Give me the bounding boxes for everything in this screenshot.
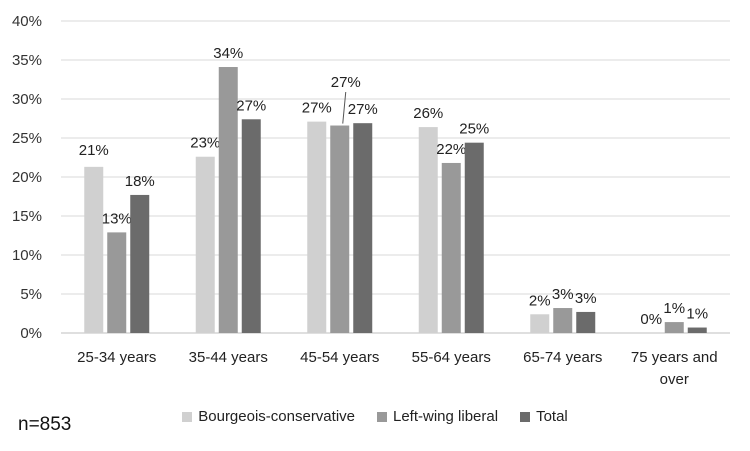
- bar-total-25-34-years: [130, 194, 150, 333]
- y-tick-label: 0%: [20, 325, 42, 342]
- data-label: 27%: [302, 100, 332, 117]
- data-label: 27%: [236, 97, 266, 114]
- data-label: 21%: [79, 142, 109, 159]
- bar-left-wing-liberal-65-74-years: [553, 308, 573, 333]
- bar-bourgeois-conservative-35-44-years: [195, 156, 215, 333]
- y-tick-label: 20%: [12, 169, 42, 186]
- x-tick-label: 35-44 years: [189, 349, 268, 366]
- legend-label-left-wing-liberal: Left-wing liberal: [393, 408, 499, 425]
- bar-bourgeois-conservative-25-34-years: [84, 166, 104, 333]
- legend-item-bourgeois-conservative: Bourgeois-conservative: [182, 408, 355, 425]
- bar-left-wing-liberal-45-54-years: [330, 125, 350, 334]
- y-tick-label: 25%: [12, 130, 42, 147]
- data-label: 22%: [436, 141, 466, 158]
- x-tick-label: 25-34 years: [77, 349, 156, 366]
- data-label: 34%: [213, 45, 243, 62]
- x-tick-label: 75 years and: [631, 349, 718, 366]
- y-tick-label: 40%: [12, 13, 42, 30]
- legend: Bourgeois-conservative Left-wing liberal…: [0, 408, 750, 425]
- legend-swatch-total: [520, 411, 531, 422]
- data-label-leader-line: [342, 91, 347, 124]
- y-tick-label: 15%: [12, 208, 42, 225]
- legend-label-bourgeois-conservative: Bourgeois-conservative: [198, 408, 355, 425]
- sample-size-note: n=853: [18, 414, 72, 435]
- y-tick-label: 30%: [12, 91, 42, 108]
- bar-total-45-54-years: [353, 123, 373, 334]
- bar-bourgeois-conservative-55-64-years: [418, 127, 438, 333]
- bar-total-55-64-years: [464, 142, 484, 333]
- legend-item-left-wing-liberal: Left-wing liberal: [377, 408, 498, 425]
- data-label: 27%: [331, 74, 361, 91]
- legend-swatch-bourgeois-conservative: [182, 411, 193, 422]
- data-label: 3%: [552, 286, 574, 303]
- bar-left-wing-liberal-55-64-years: [441, 162, 461, 333]
- x-tick-label: 65-74 years: [523, 349, 602, 366]
- data-label: 1%: [663, 300, 685, 317]
- data-label: 23%: [190, 135, 220, 152]
- bar-total-65-74-years: [576, 311, 596, 333]
- data-label: 2%: [529, 292, 551, 309]
- bar-left-wing-liberal-25-34-years: [107, 232, 127, 333]
- y-tick-label: 35%: [12, 52, 42, 69]
- bar-left-wing-liberal-75-years-and-over: [664, 322, 684, 333]
- x-tick-label: 45-54 years: [300, 349, 379, 366]
- data-label: 13%: [102, 210, 132, 227]
- y-tick-label: 5%: [20, 286, 42, 303]
- bar-bourgeois-conservative-65-74-years: [530, 314, 550, 333]
- data-label: 0%: [640, 311, 662, 328]
- data-label: 3%: [575, 290, 597, 307]
- legend-label-total: Total: [536, 408, 568, 425]
- y-tick-label: 10%: [12, 247, 42, 264]
- bar-total-35-44-years: [241, 119, 261, 333]
- bar-bourgeois-conservative-45-54-years: [307, 121, 327, 334]
- data-label: 1%: [686, 306, 708, 323]
- bar-left-wing-liberal-35-44-years: [218, 67, 238, 334]
- x-tick-label: over: [660, 371, 689, 388]
- data-label: 27%: [348, 101, 378, 118]
- legend-item-total: Total: [520, 408, 568, 425]
- bar-total-75-years-and-over: [687, 327, 707, 333]
- data-label: 26%: [413, 105, 443, 122]
- data-label: 25%: [459, 121, 489, 138]
- legend-swatch-left-wing-liberal: [377, 411, 387, 422]
- data-label: 18%: [125, 173, 155, 190]
- x-tick-label: 55-64 years: [412, 349, 491, 366]
